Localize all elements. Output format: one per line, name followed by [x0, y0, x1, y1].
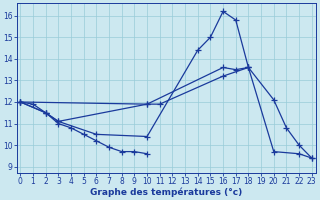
X-axis label: Graphe des températures (°c): Graphe des températures (°c) [90, 188, 242, 197]
